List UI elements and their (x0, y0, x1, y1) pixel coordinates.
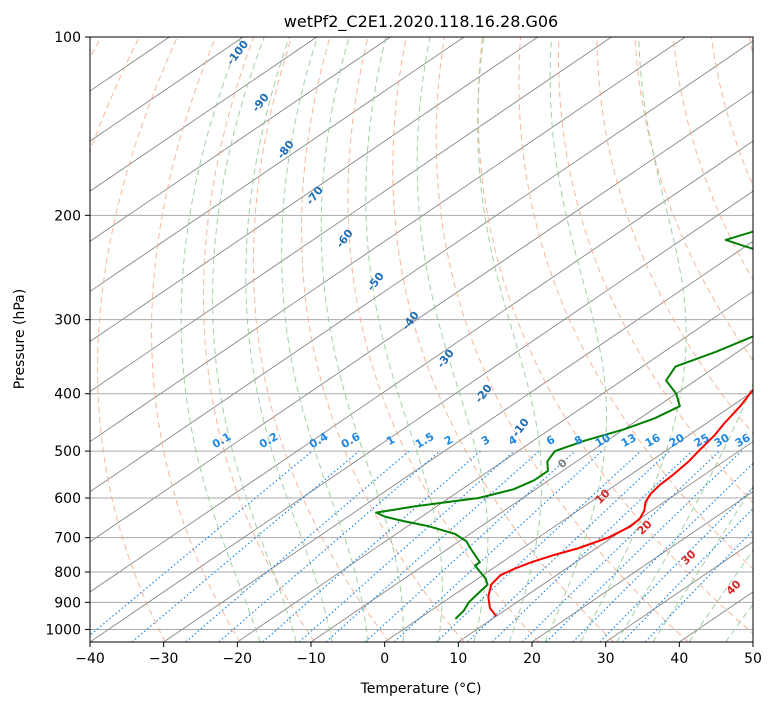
moist-adiabat (212, 37, 297, 642)
y-tick-label: 200 (54, 208, 81, 224)
dry-adiabats (90, 37, 753, 642)
mixing-ratio-line (599, 487, 753, 642)
x-tick-label: 50 (744, 651, 762, 667)
mixing-ratio-line (218, 450, 441, 642)
x-tick-label: 0 (380, 651, 389, 667)
moist-adiabat (580, 37, 687, 642)
x-tick-label: 10 (449, 651, 467, 667)
y-tick-label: 1000 (45, 622, 81, 638)
y-tick-label: 100 (54, 30, 81, 46)
dry-adiabat (96, 37, 178, 642)
isotherm-line (90, 37, 612, 393)
dry-adiabat (252, 37, 390, 642)
chart-title: wetPf2_C2E1.2020.118.16.28.G06 (284, 12, 558, 32)
dry-adiabat (634, 37, 753, 362)
isotherm-line (458, 441, 753, 642)
mixing-ratio-line (90, 450, 313, 636)
y-tick-label: 900 (54, 595, 81, 611)
y-axis-label: Pressure (hPa) (12, 289, 28, 389)
plot-frame (89, 36, 754, 643)
moist-adiabat (477, 37, 543, 642)
y-tick-label: 300 (54, 313, 81, 329)
isotherm-line (90, 140, 753, 593)
x-tick-label: −20 (223, 651, 253, 667)
isotherm-line (163, 240, 753, 642)
y-tick-label: 600 (54, 491, 81, 507)
moist-adiabat (688, 549, 753, 642)
dry-adiabat (300, 37, 465, 642)
dry-adiabat (392, 37, 614, 642)
isotherm-line (90, 37, 318, 192)
x-tick-label: −40 (75, 651, 105, 667)
mixing-ratio-line (491, 450, 693, 642)
x-axis-ticks: −40 −30 −20 −10 0 10 20 30 40 50 (75, 642, 762, 667)
dry-adiabat (477, 37, 753, 635)
dry-adiabat (435, 37, 689, 642)
mixing-ratio-line (131, 450, 360, 642)
x-axis-label: Temperature (°C) (360, 681, 482, 697)
isotherm-line (531, 491, 753, 642)
plot-area (90, 37, 753, 642)
mixing-ratio-lines (90, 450, 753, 642)
y-axis-ticks: 100 200 300 400 500 600 700 800 900 1000 (45, 30, 90, 638)
dry-adiabat (557, 37, 753, 504)
profile-line (487, 388, 753, 617)
x-tick-label: 20 (523, 651, 541, 667)
y-tick-label: 800 (54, 565, 81, 581)
x-tick-label: 40 (670, 651, 688, 667)
isotherm-line (310, 340, 753, 642)
moist-adiabat (365, 37, 443, 642)
profile-lines (375, 230, 753, 620)
x-tick-label: −30 (149, 651, 179, 667)
x-tick-label: 30 (597, 651, 615, 667)
moist-adiabat (281, 37, 369, 642)
moist-adiabat (320, 37, 404, 642)
isotherm-line (90, 37, 391, 242)
y-tick-label: 700 (54, 531, 81, 547)
isotherm-line (90, 37, 465, 292)
dry-adiabat (518, 37, 753, 570)
mixing-ratio-line (572, 462, 753, 642)
y-tick-label: 400 (54, 387, 81, 403)
isobar-grid (90, 37, 753, 630)
mixing-ratio-line (185, 450, 410, 642)
moist-adiabat (416, 37, 489, 642)
isotherm-line (90, 37, 244, 142)
isotherm-line (90, 90, 753, 543)
isotherm-line (384, 391, 753, 642)
mixing-ratio-line (467, 450, 670, 642)
dry-adiabat (347, 37, 540, 642)
profile-line (375, 230, 753, 620)
mixing-ratio-line (298, 450, 515, 642)
mixing-ratio-line (621, 507, 753, 642)
isotherm-line (90, 40, 753, 493)
isotherm-line (90, 37, 686, 443)
isotherm-grid (90, 37, 753, 642)
moist-adiabat (544, 37, 607, 642)
isotherm-line (90, 37, 539, 343)
mixing-ratio-line (644, 529, 753, 642)
isotherm-line (237, 290, 753, 642)
x-tick-label: −10 (296, 651, 326, 667)
mixing-ratio-line (545, 450, 742, 642)
dry-adiabat (203, 37, 316, 642)
moist-adiabat (180, 37, 261, 642)
moist-adiabat (245, 37, 333, 642)
isotherm-line (90, 190, 753, 642)
y-tick-label: 500 (54, 444, 81, 460)
